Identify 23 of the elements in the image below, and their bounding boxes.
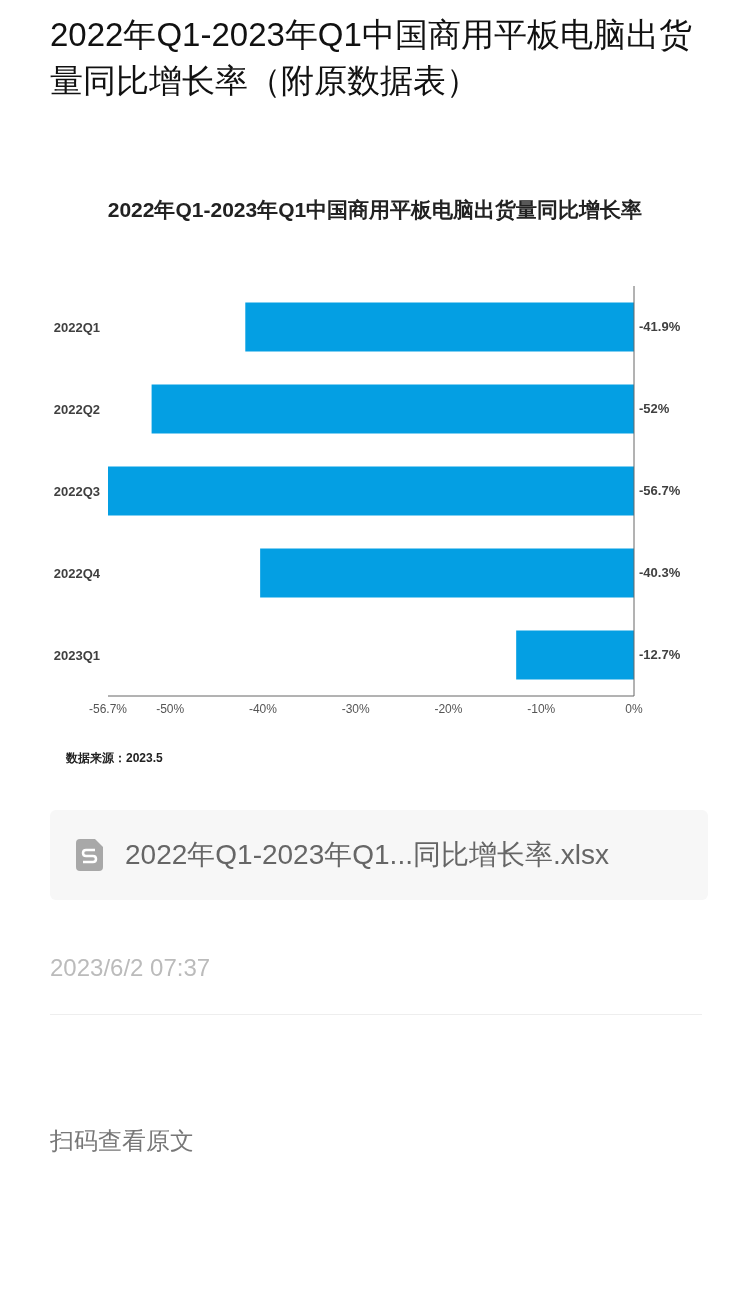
text: 扫码查看原文 xyxy=(49,1126,195,1156)
x-tick-label: -40% xyxy=(248,701,278,716)
x-tick-label: -56.7% xyxy=(88,701,128,716)
x-tick-label: -10% xyxy=(527,701,556,716)
data-label: -56.7% xyxy=(639,483,681,499)
data-label: -40.3% xyxy=(639,565,681,581)
data-label: -12.7% xyxy=(639,647,681,663)
x-tick-label: -20% xyxy=(434,701,463,716)
y-tick-label: 2022Q1 xyxy=(53,319,100,335)
text: 2022年Q1-2023年Q1中国商用平板电脑出货量同比增长率（附原数据表） xyxy=(49,15,693,101)
y-tick-label: 2022Q3 xyxy=(53,483,100,499)
data-label: -41.9% xyxy=(639,319,681,335)
data-label: -52% xyxy=(639,401,670,417)
y-tick-label: 2022Q2 xyxy=(53,401,100,417)
x-tick-label: -50% xyxy=(156,701,185,716)
x-tick-label: -30% xyxy=(341,701,371,716)
chart-title: 2022年Q1-2023年Q1中国商用平板电脑出货量同比增长率 xyxy=(106,197,644,223)
source-note: 数据来源：2023.5 xyxy=(65,750,164,767)
x-tick-label: 0% xyxy=(625,701,643,716)
text: 2022年Q1-2023年Q1...同比增长率.xlsx xyxy=(125,838,609,872)
text: 2023/6/2 07:37 xyxy=(49,953,212,983)
y-tick-label: 2022Q4 xyxy=(53,565,101,581)
y-tick-label: 2023Q1 xyxy=(53,647,100,663)
